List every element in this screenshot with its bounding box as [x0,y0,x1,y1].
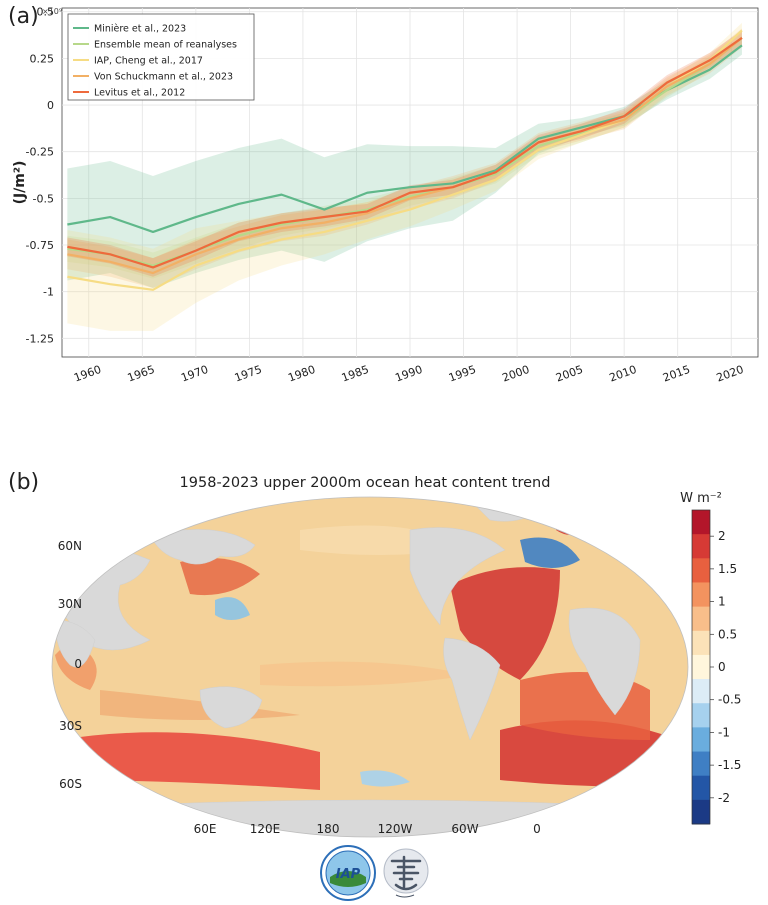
iap-logo-icon: IAP [320,845,376,901]
colorbar-segment [692,727,710,753]
colorbar-segment [692,751,710,777]
uncertainty-band [67,22,742,331]
y-tick-label: -0.25 [26,146,54,159]
earth-lab-logo-icon [383,848,429,898]
colorbar-tick-label: -1 [718,725,730,739]
colorbar-title: W m⁻² [680,491,722,506]
x-tick-label: 2015 [661,363,692,385]
colorbar-segment [692,703,710,728]
longitude-label: 60E [194,822,217,836]
x-tick-label: 1970 [179,363,210,385]
x-tick-label: 1980 [286,363,317,385]
colorbar-tick-label: -1.5 [718,758,741,772]
colorbar-tick-label: 1.5 [718,562,737,576]
x-tick-label: 1995 [447,363,478,385]
latitude-label: 60N [58,539,82,553]
map-title: 1958-2023 upper 2000m ocean heat content… [179,475,551,491]
colorbar-segment [692,775,710,801]
institute-logos: IAP [320,845,429,901]
colorbar-segment [692,534,710,559]
cooling-patch [360,770,410,787]
north-america-landmass [409,527,506,626]
longitude-label: 120W [378,822,413,836]
ohc-trend-map: 60N 30N 0 30S 60S 60E 120E 180 120W 60W 0 W m⁻² 2 1.5… [51,491,741,838]
legend-entry: Ensemble mean of reanalyses [94,40,237,51]
colorbar-segment [692,558,710,583]
y-multiplier-label: ×10⁹ [42,7,62,16]
x-tick-label: 2005 [554,363,585,385]
y-tick-label: 0.5 [37,6,55,19]
colorbar-segment [692,679,710,704]
legend: Minière et al., 2023 Ensemble mean of rea… [67,13,255,101]
colorbar-segment [692,582,710,608]
colorbar-tick-label: -2 [718,791,730,805]
warming-patch [556,514,590,535]
legend-entry: Minière et al., 2023 [94,24,186,35]
uncertainty-band [67,30,742,279]
latitude-label: 60S [59,777,82,791]
x-tick-label: 1990 [393,363,424,385]
y-tick-label: -0.75 [26,239,54,252]
x-tick-label: 1960 [72,363,103,385]
colorbar-segment [692,799,710,825]
legend-entry: Von Schuckmann et al., 2023 [94,72,233,83]
latitude-label: 30S [59,719,82,733]
colorbar-segment [692,630,710,656]
x-tick-label: 2020 [715,363,746,385]
y-tick-label: -1 [43,286,54,299]
europe-landmass [589,509,661,554]
x-tick-label: 1975 [233,363,264,385]
legend-entry: Levitus et al., 2012 [94,88,185,99]
warming-patch [450,567,560,680]
colorbar-tick-label: 0 [718,660,726,674]
uncertainty-band [67,35,742,288]
y-tick-label: 0.25 [30,52,55,65]
y-tick-label: 0 [47,99,54,112]
colorbar-tick-label: 1 [718,595,726,609]
y-axis-label: (J/m²) [12,161,28,205]
y-tick-label: -1.25 [26,332,54,345]
x-tick-label: 1985 [340,363,371,385]
legend-box [67,13,255,101]
panel-b-label: (b) [8,470,40,495]
colorbar-segment [692,654,710,680]
cooling-patch [215,597,250,620]
india-landmass [54,619,96,668]
legend-entry: IAP, Cheng et al., 2017 [94,56,203,67]
colorbar-segment [692,510,710,535]
colorbar-tick-label: 2 [718,529,726,543]
y-tick-label: -0.5 [33,192,54,205]
colorbar-tick-label: -0.5 [718,693,741,707]
asia-landmass [149,529,256,565]
series-line [67,37,743,275]
x-tick-label: 2010 [608,363,639,385]
map-outline [51,496,689,838]
x-tick-label: 2000 [501,363,532,385]
warming-patch [260,661,470,687]
iap-logo-text: IAP [336,867,361,882]
latitude-label: 30N [58,597,82,611]
africa-landmass [568,607,641,716]
colorbar-tick-label: 0.5 [718,627,737,641]
colorbar-segment [692,606,710,632]
australia-landmass [199,686,263,729]
antarctica-landmass [52,799,688,837]
longitude-label: 120E [250,822,281,836]
longitude-label: 180 [317,822,340,836]
warming-patch [180,558,260,596]
series-line [67,36,743,269]
ohc-line-chart: 0.5 0.25 0 -0.25 -0.5 -0.75 -1 -1.25 1960 1965 197… [12,6,759,385]
cooling-patch [520,537,580,569]
latitude-label: 0 [74,657,82,671]
panel-a-label: (a) [8,4,39,29]
south-america-landmass [443,637,501,741]
x-tick-label: 1965 [126,363,157,385]
longitude-label: 60W [451,822,478,836]
longitude-label: 0 [533,822,541,836]
